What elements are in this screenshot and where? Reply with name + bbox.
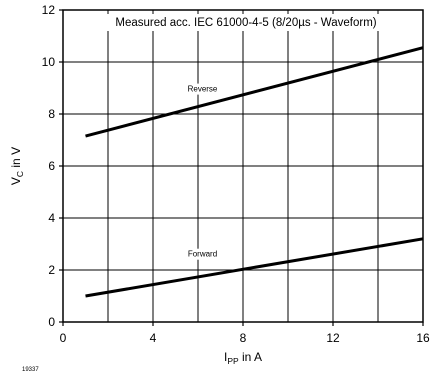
- y-tick-labels: 0 2 4 6 8 10 12: [42, 3, 56, 329]
- x-axis-title-subscript: PP: [227, 356, 239, 366]
- series-label-reverse: Reverse: [188, 85, 218, 94]
- y-tick-label: 4: [48, 211, 55, 225]
- x-tick-label: 16: [416, 331, 430, 345]
- x-tick-label: 12: [326, 331, 340, 345]
- figure-id: 19337: [22, 367, 39, 373]
- y-tick-label: 2: [48, 263, 55, 277]
- series-line-forward: [85, 237, 424, 298]
- y-axis-title-symbol: V: [9, 177, 23, 185]
- series-label-background: [182, 83, 223, 95]
- series-label-background: [182, 248, 223, 260]
- plot-title: Measured acc. IEC 61000-4-5 (8/20µs - Wa…: [115, 17, 376, 29]
- y-axis-title-subscript: C: [15, 171, 25, 177]
- series-line-reverse: [85, 46, 424, 138]
- y-tick-label: 6: [48, 159, 55, 173]
- y-tick-label: 10: [42, 55, 56, 69]
- series-lines: [85, 46, 424, 298]
- y-axis-title: VC in V: [9, 147, 25, 185]
- y-tick-label: 0: [48, 315, 55, 329]
- x-tick-label: 4: [150, 331, 157, 345]
- y-tick-label: 12: [42, 3, 56, 17]
- x-axis-title-unit: in A: [239, 350, 262, 364]
- series-label-forward: Forward: [188, 250, 217, 259]
- y-axis-title-unit: in V: [9, 147, 23, 171]
- gridlines: [62, 9, 424, 323]
- x-tick-label: 8: [240, 331, 247, 345]
- axis-ticks: [59, 9, 424, 326]
- y-tick-label: 8: [48, 107, 55, 121]
- x-tick-labels: 0 4 8 12 16: [60, 331, 430, 345]
- x-tick-label: 0: [60, 331, 67, 345]
- x-axis-title: IPP in A: [224, 350, 262, 366]
- x-axis-title-symbol: I: [224, 350, 227, 364]
- plot-title-background: [78, 14, 414, 31]
- series-labels: Reverse Forward: [182, 83, 223, 260]
